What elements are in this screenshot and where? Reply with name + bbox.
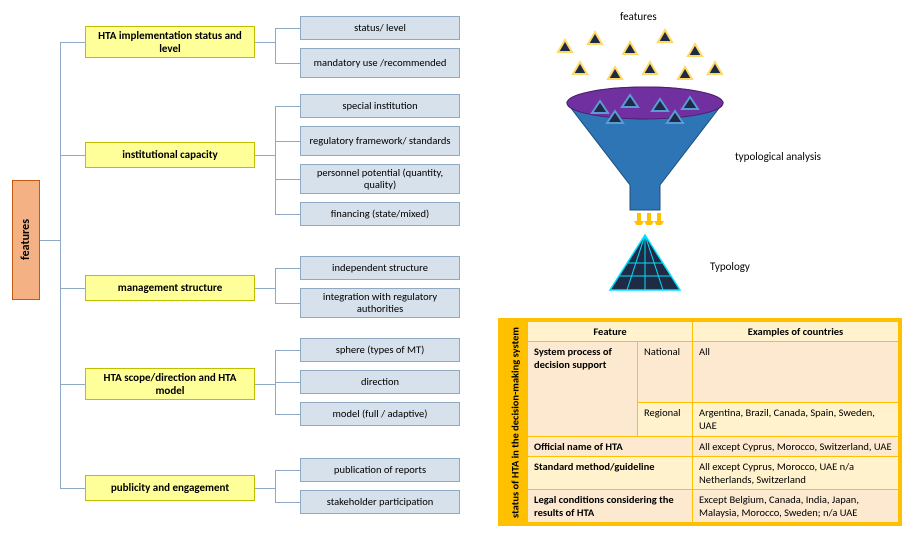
sub-direction: direction: [300, 370, 460, 394]
cat-scope: HTA scope/direction and HTA model: [85, 368, 255, 400]
td-examples: All: [693, 342, 899, 403]
connector: [275, 106, 276, 214]
funnel-bottom-label: Typology: [710, 260, 750, 273]
connector: [40, 240, 60, 241]
connector: [275, 63, 300, 64]
connector: [275, 414, 300, 415]
sub-label: independent structure: [332, 262, 428, 274]
connector: [275, 382, 300, 383]
sub-label: financing (state/mixed): [331, 208, 429, 220]
cat-label: publicity and engagement: [111, 481, 229, 494]
cat-management: management structure: [85, 275, 255, 301]
connector: [255, 155, 275, 156]
tree-root-label: features: [19, 220, 33, 261]
td-sub: National: [638, 342, 693, 403]
sub-personnel: personnel potential (quantity, quality): [300, 164, 460, 194]
td-sub: Regional: [638, 403, 693, 436]
connector: [60, 288, 85, 289]
sub-independent: independent structure: [300, 256, 460, 280]
td-feature: Legal conditions considering the results…: [528, 489, 693, 522]
td-feature: System process of decision support: [528, 342, 638, 436]
connector: [60, 155, 85, 156]
sub-integration: integration with regulatory authorities: [300, 288, 460, 318]
funnel-icon: [560, 85, 730, 225]
sub-label: integration with regulatory authorities: [307, 291, 453, 315]
sub-reg-framework: regulatory framework/ standards: [300, 126, 460, 156]
connector: [275, 303, 300, 304]
sub-label: mandatory use /recommended: [314, 57, 447, 69]
sub-label: direction: [361, 376, 399, 388]
sub-mandatory: mandatory use /recommended: [300, 48, 460, 78]
sub-stakeholder: stakeholder participation: [300, 490, 460, 514]
cat-label: HTA scope/direction and HTA model: [92, 371, 248, 397]
sub-sphere: sphere (types of MT): [300, 338, 460, 362]
sub-financing: financing (state/mixed): [300, 202, 460, 226]
sub-status-level: status/ level: [300, 16, 460, 40]
sub-label: status/ level: [354, 22, 406, 34]
td-feature: Standard method/guideline: [528, 456, 693, 489]
td-feature: Official name of HTA: [528, 436, 693, 456]
connector: [275, 106, 300, 107]
sub-label: regulatory framework/ standards: [310, 135, 451, 147]
connector: [255, 288, 275, 289]
connector: [255, 384, 275, 385]
sub-label: sphere (types of MT): [336, 344, 425, 356]
cat-hta-impl: HTA implementation status and level: [85, 26, 255, 58]
connector: [275, 28, 276, 63]
sub-publication: publication of reports: [300, 458, 460, 482]
connector: [275, 141, 300, 142]
th-examples: Examples of countries: [693, 322, 899, 342]
connector: [275, 179, 300, 180]
connector: [60, 384, 85, 385]
connector: [275, 28, 300, 29]
td-examples: Argentina, Brazil, Canada, Spain, Sweden…: [693, 403, 899, 436]
connector: [275, 350, 300, 351]
sub-model: model (full / adaptive): [300, 402, 460, 426]
td-examples: All except Cyprus, Morocco, Switzerland,…: [693, 436, 899, 456]
tree-root: features: [12, 180, 40, 300]
th-feature: Feature: [528, 322, 693, 342]
sub-label: stakeholder participation: [327, 496, 434, 508]
pyramid-icon: [605, 230, 685, 300]
connector: [60, 42, 61, 488]
connector: [275, 214, 300, 215]
connector: [275, 268, 276, 303]
cat-label: management structure: [118, 281, 222, 294]
feature-triangles: [545, 22, 745, 92]
td-examples: Except Belgium, Canada, India, Japan, Ma…: [693, 489, 899, 522]
sub-special-inst: special institution: [300, 94, 460, 118]
connector: [275, 268, 300, 269]
funnel-mid-label: typological analysis: [735, 150, 821, 163]
connector: [255, 488, 275, 489]
connector: [60, 488, 85, 489]
sub-label: special institution: [342, 100, 417, 112]
hta-table: status of HTA in the decision-making sys…: [498, 318, 902, 526]
connector: [255, 42, 275, 43]
sub-label: publication of reports: [334, 464, 426, 476]
connector: [275, 470, 276, 502]
connector: [60, 42, 85, 43]
sub-label: personnel potential (quantity, quality): [307, 167, 453, 191]
cat-label: HTA implementation status and level: [92, 29, 248, 55]
cat-institutional: institutional capacity: [85, 142, 255, 168]
table-side-header: status of HTA in the decision-making sys…: [502, 322, 528, 523]
connector: [275, 470, 300, 471]
td-examples: All except Cyprus, Morocco, UAE n/a Neth…: [693, 456, 899, 489]
cat-label: institutional capacity: [122, 148, 218, 161]
cat-publicity: publicity and engagement: [85, 475, 255, 501]
sub-label: model (full / adaptive): [333, 408, 428, 420]
connector: [275, 502, 300, 503]
